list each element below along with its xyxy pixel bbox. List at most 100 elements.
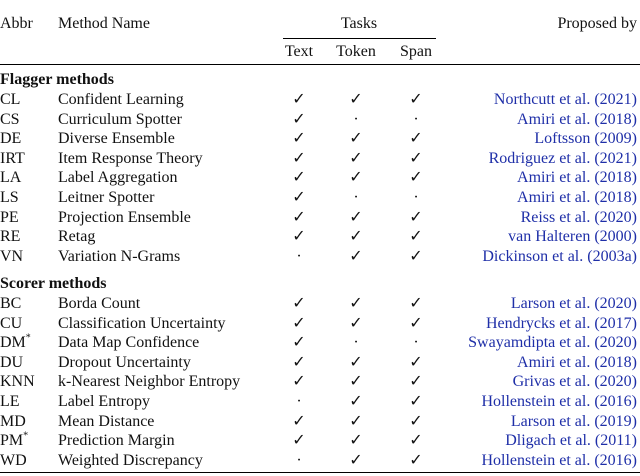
abbr: DU [0, 353, 24, 371]
method-name: Label Aggregation [58, 169, 178, 187]
abbr: LE [0, 393, 20, 410]
method-name: Curriculum Spotter [58, 110, 182, 128]
method-name: Prediction Margin [58, 432, 175, 450]
method-name: Diverse Ensemble [58, 130, 175, 148]
citation-link[interactable]: Amiri et al. (2018) [517, 189, 637, 206]
task-token: ✓ [349, 314, 363, 332]
task-text: ✓ [292, 130, 306, 148]
citation-link[interactable]: Dickinson et al. (2003a) [482, 247, 637, 265]
method-name: Confident Learning [58, 91, 184, 108]
abbr: MD [0, 412, 26, 430]
section-title: Scorer methods [0, 275, 107, 292]
abbr: CU [0, 314, 23, 332]
task-token: · [353, 189, 359, 206]
abbr: VN [0, 247, 24, 265]
task-span: · [413, 110, 419, 128]
citation-link[interactable]: Northcutt et al. (2021) [493, 91, 637, 108]
task-token: ✓ [349, 228, 363, 246]
task-token: ✓ [349, 91, 363, 108]
task-text: ✓ [292, 110, 306, 128]
abbr: KNN [0, 373, 35, 391]
task-token: ✓ [349, 149, 363, 167]
task-token: · [353, 334, 359, 352]
citation-link[interactable]: Amiri et al. (2018) [517, 169, 637, 187]
task-token: ✓ [349, 295, 363, 312]
header-abbr: Abbr [0, 15, 33, 32]
task-text: ✓ [292, 169, 306, 187]
abbr-mark: * [23, 430, 29, 442]
task-text: ✓ [292, 208, 306, 226]
task-token: · [353, 110, 359, 128]
task-span: ✓ [409, 91, 423, 108]
task-text: ✓ [292, 412, 306, 430]
task-token: ✓ [349, 130, 363, 148]
method-name: Weighted Discrepancy [58, 451, 203, 469]
citation-link[interactable]: Larson et al. (2020) [510, 295, 637, 312]
task-text: · [296, 451, 302, 469]
method-name: Retag [58, 228, 96, 246]
abbr: LA [0, 169, 22, 187]
task-text: ✓ [292, 295, 306, 312]
method-name: Borda Count [58, 295, 141, 312]
citation-link[interactable]: Hollenstein et al. (2016) [481, 393, 637, 410]
section-title: Flagger methods [0, 71, 114, 88]
citation-link[interactable]: Reiss et al. (2020) [520, 208, 637, 226]
task-token: ✓ [349, 353, 363, 371]
task-span: ✓ [409, 373, 423, 391]
task-text: ✓ [292, 91, 306, 108]
citation-link[interactable]: Swayamdipta et al. (2020) [468, 334, 637, 352]
abbr: IRT [0, 149, 25, 167]
header-proposed: Proposed by [557, 15, 637, 32]
task-text: ✓ [292, 189, 306, 206]
citation-link[interactable]: Hollenstein et al. (2016) [481, 451, 637, 469]
method-name: Mean Distance [58, 412, 155, 430]
header-name: Method Name [58, 15, 150, 32]
task-token: ✓ [349, 247, 363, 265]
task-text: · [296, 393, 302, 410]
method-name: Leitner Spotter [58, 189, 155, 206]
citation-link[interactable]: Grivas et al. (2020) [512, 373, 637, 391]
citation-link[interactable]: Hendrycks et al. (2017) [485, 314, 637, 332]
task-span: ✓ [409, 228, 423, 246]
task-span: ✓ [409, 169, 423, 187]
task-span: ✓ [409, 412, 423, 430]
task-span: ✓ [409, 149, 423, 167]
method-name: k-Nearest Neighbor Entropy [58, 373, 241, 391]
task-span: ✓ [409, 314, 423, 332]
citation-link[interactable]: Dligach et al. (2011) [505, 432, 637, 450]
header-rule [0, 64, 640, 65]
task-text: ✓ [292, 228, 306, 246]
abbr-mark: * [25, 332, 31, 344]
abbr: BC [0, 295, 22, 312]
task-text: ✓ [292, 353, 306, 371]
header-span: Span [400, 43, 432, 60]
task-text: ✓ [292, 373, 306, 391]
task-span: ✓ [409, 208, 423, 226]
task-token: ✓ [349, 208, 363, 226]
citation-link[interactable]: Larson et al. (2019) [510, 412, 637, 430]
abbr: PE [0, 208, 19, 226]
task-text: ✓ [292, 149, 306, 167]
task-token: ✓ [349, 373, 363, 391]
citation-link[interactable]: Amiri et al. (2018) [517, 353, 637, 371]
method-name: Projection Ensemble [58, 208, 191, 226]
abbr: DE [0, 130, 22, 148]
task-token: ✓ [349, 169, 363, 187]
method-name: Item Response Theory [58, 149, 203, 167]
abbr: LS [0, 189, 19, 206]
task-token: ✓ [349, 451, 363, 469]
abbr: CL [0, 91, 21, 108]
abbr: DM* [0, 332, 31, 352]
citation-link[interactable]: Rodriguez et al. (2021) [488, 149, 637, 167]
task-span: ✓ [409, 393, 423, 410]
citation-link[interactable]: Amiri et al. (2018) [517, 110, 637, 128]
method-name: Data Map Confidence [58, 334, 200, 352]
task-span: ✓ [409, 130, 423, 148]
abbr: WD [0, 451, 27, 469]
citation-link[interactable]: Loftsson (2009) [534, 130, 637, 148]
task-span: ✓ [409, 295, 423, 312]
task-text: · [296, 247, 302, 265]
task-token: ✓ [349, 393, 363, 410]
citation-link[interactable]: van Halteren (2000) [508, 228, 637, 246]
